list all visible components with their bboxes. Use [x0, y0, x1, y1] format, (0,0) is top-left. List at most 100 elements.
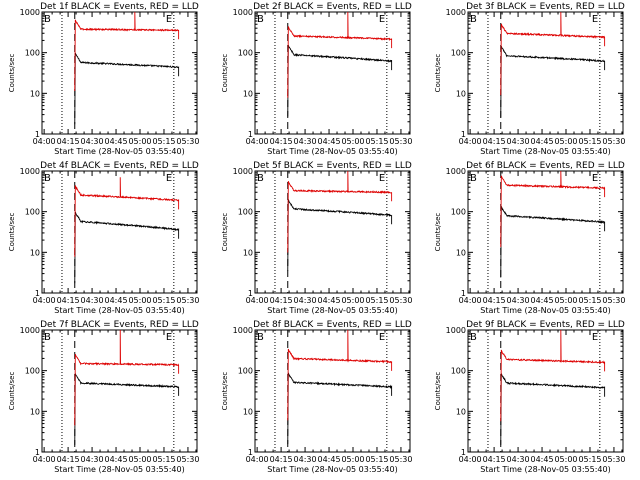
x-tick-label: 04:45: [105, 137, 128, 146]
y-tick-label: 100: [451, 49, 466, 58]
y-tick-label: 10: [456, 407, 466, 416]
y-tick-label: 1000: [446, 167, 466, 176]
begin-marker: B: [470, 332, 477, 343]
series-line-events: [500, 206, 606, 278]
y-tick-label: 1: [35, 448, 40, 457]
x-tick-label: 04:00: [459, 296, 482, 305]
chart-panel-4: Det 4f BLACK = Events, RED = LLD 1 10 100 10…: [8, 161, 199, 315]
x-tick-label: 05:00: [341, 296, 364, 305]
x-tick-label: 04:15: [270, 137, 293, 146]
y-tick-label: 10: [243, 248, 253, 257]
x-tick-label: 04:30: [294, 296, 317, 305]
x-tick-label: 05:30: [176, 296, 199, 305]
series-line-lld: [74, 329, 180, 426]
series-line-events: [500, 46, 606, 118]
y-tick-label: 100: [25, 208, 40, 217]
x-tick-label: 04:00: [33, 137, 56, 146]
plot-frame: [467, 329, 624, 453]
plot-frame: [254, 170, 411, 294]
x-tick-label: 05:30: [602, 296, 625, 305]
x-tick-label: 04:15: [483, 137, 506, 146]
y-tick-label: 10: [30, 248, 40, 257]
x-tick-label: 04:30: [294, 455, 317, 464]
plot-frame: [41, 170, 198, 294]
x-axis-label: Start Time (28-Nov-05 03:55:40): [267, 147, 397, 156]
series-line-events: [74, 373, 180, 445]
x-tick-label: 05:00: [554, 455, 577, 464]
x-tick-label: 04:15: [270, 296, 293, 305]
x-tick-label: 05:15: [365, 137, 388, 146]
y-tick-label: 100: [238, 367, 253, 376]
chart-panel-2: Det 2f BLACK = Events, RED = LLD 1 10 100 10…: [221, 2, 412, 156]
x-tick-label: 04:00: [459, 137, 482, 146]
x-tick-label: 05:00: [554, 137, 577, 146]
x-tick-label: 04:15: [483, 296, 506, 305]
x-tick-label: 04:30: [507, 296, 530, 305]
begin-marker: B: [44, 14, 51, 25]
x-tick-label: 05:30: [389, 137, 412, 146]
y-tick-label: 10: [243, 89, 253, 98]
x-tick-label: 04:45: [105, 296, 128, 305]
x-tick-label: 04:15: [57, 455, 80, 464]
x-tick-label: 04:30: [507, 137, 530, 146]
series-line-lld: [500, 329, 606, 422]
x-tick-label: 05:30: [389, 455, 412, 464]
y-tick-label: 1: [461, 289, 466, 298]
chart-panel-5: Det 5f BLACK = Events, RED = LLD 1 10 100 10…: [221, 161, 412, 315]
y-tick-label: 1000: [233, 167, 253, 176]
x-tick-label: 05:00: [128, 296, 151, 305]
x-axis-label: Start Time (28-Nov-05 03:55:40): [480, 306, 610, 315]
y-axis-label: Counts/sec: [221, 54, 229, 93]
series-line-events: [287, 45, 393, 117]
x-axis-label: Start Time (28-Nov-05 03:55:40): [480, 465, 610, 474]
series-line-events: [287, 372, 393, 445]
y-tick-label: 10: [30, 89, 40, 98]
x-tick-label: 04:00: [246, 137, 269, 146]
x-tick-label: 05:00: [554, 296, 577, 305]
y-tick-label: 1000: [233, 326, 253, 335]
series-line-lld: [500, 11, 606, 96]
begin-marker: B: [44, 173, 51, 184]
x-tick-label: 04:45: [318, 455, 341, 464]
y-tick-label: 1: [35, 289, 40, 298]
y-tick-label: 1000: [20, 326, 40, 335]
series-line-events: [500, 373, 606, 445]
y-axis-label: Counts/sec: [434, 54, 442, 93]
y-tick-label: 100: [25, 49, 40, 58]
y-tick-label: 1000: [446, 326, 466, 335]
end-marker: E: [592, 173, 598, 184]
begin-marker: B: [257, 332, 264, 343]
x-tick-label: 04:00: [246, 455, 269, 464]
x-tick-label: 04:00: [459, 455, 482, 464]
y-tick-label: 1000: [20, 8, 40, 17]
chart-title: Det 3f BLACK = Events, RED = LLD: [466, 2, 625, 12]
plot-frame: [41, 11, 198, 135]
x-tick-label: 04:00: [33, 455, 56, 464]
x-tick-label: 04:45: [318, 296, 341, 305]
end-marker: E: [379, 332, 385, 343]
x-tick-label: 05:30: [602, 455, 625, 464]
chart-title: Det 7f BLACK = Events, RED = LLD: [40, 320, 199, 330]
begin-marker: B: [44, 332, 51, 343]
x-tick-label: 05:00: [128, 455, 151, 464]
series-line-lld: [500, 170, 606, 248]
x-tick-label: 04:30: [507, 455, 530, 464]
y-tick-label: 10: [30, 407, 40, 416]
series-line-events: [74, 211, 180, 284]
series-line-lld: [287, 11, 393, 98]
x-tick-label: 05:15: [578, 296, 601, 305]
y-tick-label: 1000: [20, 167, 40, 176]
chart-panel-7: Det 7f BLACK = Events, RED = LLD 1 10 100 10…: [8, 320, 199, 474]
y-tick-label: 100: [25, 367, 40, 376]
chart-panel-1: Det 1f BLACK = Events, RED = LLD 1 10 100 10…: [8, 2, 199, 156]
y-tick-label: 100: [451, 208, 466, 217]
y-axis-label: Counts/sec: [221, 213, 229, 252]
chart-title: Det 9f BLACK = Events, RED = LLD: [466, 320, 625, 330]
end-marker: E: [592, 14, 598, 25]
x-tick-label: 05:15: [365, 296, 388, 305]
x-tick-label: 05:15: [578, 137, 601, 146]
y-axis-label: Counts/sec: [221, 372, 229, 411]
y-tick-label: 1: [461, 130, 466, 139]
x-tick-label: 04:15: [57, 137, 80, 146]
series-line-lld: [74, 177, 180, 257]
